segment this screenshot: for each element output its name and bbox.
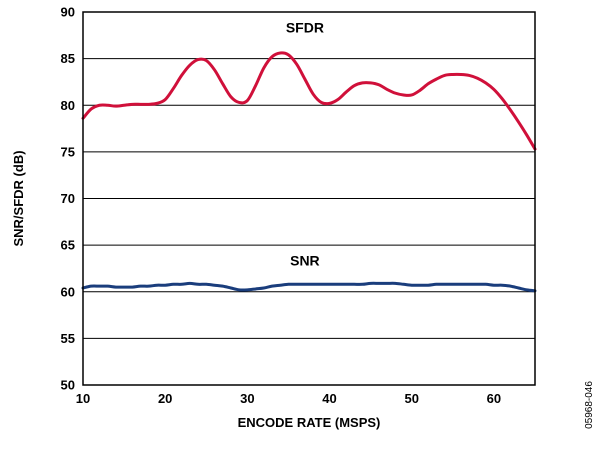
x-tick-label: 40 (322, 391, 336, 406)
y-axis-title: SNR/SFDR (dB) (11, 150, 26, 246)
y-tick-label: 65 (61, 238, 75, 253)
x-tick-label: 20 (158, 391, 172, 406)
snr-line (81, 281, 537, 293)
y-tick-label: 70 (61, 191, 75, 206)
y-tick-label: 90 (61, 5, 75, 20)
x-tick-label: 50 (404, 391, 418, 406)
series-lines (81, 51, 537, 293)
grid-lines (83, 58, 535, 339)
snr-label: SNR (290, 253, 320, 269)
y-tick-label: 75 (61, 144, 75, 159)
series-annotations: SFDR SNR (286, 20, 324, 269)
tick-labels: 50 55 60 65 70 75 80 85 90 10 20 30 40 50 60 (61, 5, 502, 407)
x-tick-label: 60 (487, 391, 501, 406)
y-tick-label: 85 (61, 51, 75, 66)
plot-frame (82, 11, 536, 386)
y-tick-label: 60 (61, 284, 75, 299)
x-axis-title: ENCODE RATE (MSPS) (238, 415, 381, 430)
figure-code: 05968-046 (584, 381, 595, 429)
y-tick-label: 50 (61, 378, 75, 393)
y-tick-label: 80 (61, 98, 75, 113)
sfdr-label: SFDR (286, 20, 324, 36)
x-tick-label: 10 (76, 391, 90, 406)
x-tick-label: 30 (240, 391, 254, 406)
y-tick-label: 55 (61, 331, 75, 346)
sfdr-line (81, 51, 537, 151)
